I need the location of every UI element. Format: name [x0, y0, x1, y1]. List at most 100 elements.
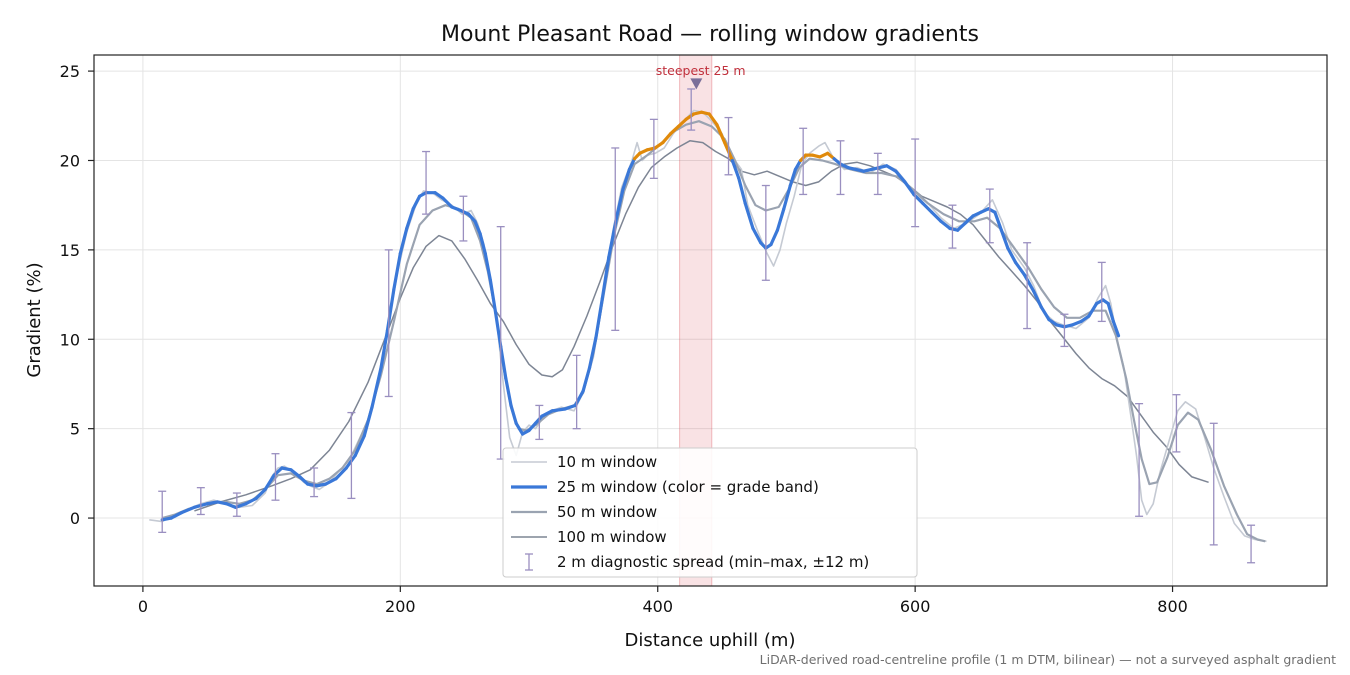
series-25m-segment: [254, 487, 267, 500]
series-25m-segment: [730, 158, 741, 180]
axis-ticks: 0 200 400 600 800 0 5 10 15 20 25: [60, 62, 1188, 616]
errorbar: [687, 88, 696, 131]
x-tick-label: 800: [1157, 597, 1188, 616]
errorbar: [1023, 242, 1032, 330]
legend-label: 100 m window: [557, 528, 667, 546]
y-tick-label: 0: [70, 509, 80, 528]
series-25m-segment: [1022, 273, 1036, 293]
errorbar: [1135, 402, 1144, 517]
series-25m-segment: [627, 157, 637, 172]
series-25m-segment: [205, 500, 220, 506]
legend-item: 50 m window: [511, 503, 657, 521]
series-25m-segment: [1111, 319, 1121, 338]
legend-box: [502, 447, 918, 578]
legend-label: 50 m window: [557, 503, 657, 521]
errorbar: [836, 140, 845, 196]
series-25m-segment: [999, 228, 1010, 250]
errorbar: [572, 354, 581, 430]
series-25m-segment: [903, 180, 916, 197]
series-25m-segment: [405, 207, 415, 231]
series-25m-segment: [885, 164, 898, 173]
series-25m-segment: [370, 366, 383, 409]
errorbar: [761, 184, 770, 281]
series-25m-segment: [782, 183, 792, 211]
y-axis-label: Gradient (%): [24, 262, 45, 377]
legend-item: 2 m diagnostic spread (min–max, ±12 m): [525, 553, 869, 571]
series-25m-segment: [594, 296, 604, 340]
y-tick-label: 10: [60, 330, 80, 349]
y-tick-label: 25: [60, 62, 80, 81]
series-25m-segment: [441, 196, 454, 209]
series-25m-segment: [993, 210, 1003, 232]
errorbar: [347, 411, 356, 500]
series-25m-segment: [939, 219, 952, 231]
errorbar: [611, 147, 620, 331]
series-25m-segment: [1013, 260, 1027, 277]
x-tick-label: 200: [385, 597, 416, 616]
series-25m-segment: [1006, 246, 1018, 264]
errorbar: [911, 138, 920, 228]
legend-item: 100 m window: [511, 528, 667, 546]
series-25m-segment: [540, 409, 554, 418]
series-25m-segment: [581, 366, 592, 393]
series-layer: [149, 109, 1267, 543]
series-25m-segment: [179, 505, 196, 515]
series-25m-segment: [751, 226, 763, 245]
series-25m-segment: [450, 205, 463, 213]
series-25m-segment: [600, 255, 611, 300]
series-25m-segment: [473, 219, 482, 236]
errorbar-layer: [158, 88, 1256, 564]
y-tick-label: 5: [70, 420, 80, 439]
series-25m-segment: [621, 167, 632, 191]
errorbar: [873, 152, 882, 196]
errorbar: [1060, 313, 1069, 348]
x-tick-label: 400: [642, 597, 673, 616]
legend-label: 10 m window: [557, 453, 657, 471]
errorbar: [459, 195, 468, 242]
series-25m-segment: [775, 207, 786, 232]
series-25m-segment: [1070, 319, 1083, 327]
steepest-marker: [690, 78, 703, 90]
series-25m-segment: [398, 226, 409, 256]
series-25m-segment: [676, 117, 688, 129]
series-25m-segment: [411, 194, 422, 211]
legend-label: 2 m diagnostic spread (min–max, ±12 m): [557, 553, 869, 571]
series-25m-segment: [334, 466, 348, 481]
series-25m-segment: [956, 221, 967, 232]
errorbar: [1172, 394, 1181, 453]
errorbar: [649, 118, 658, 180]
errorbar: [496, 225, 505, 460]
series-25m-segment: [793, 158, 803, 172]
series-25m-segment: [743, 201, 755, 231]
x-tick-label: 0: [138, 597, 148, 616]
series-25m-segment: [169, 511, 184, 520]
series-25m-segment: [263, 473, 276, 492]
series-25m-segment: [550, 407, 567, 413]
series-25m-segment: [921, 201, 934, 214]
series-25m-segment: [466, 212, 477, 223]
series-25m-segment: [324, 477, 338, 486]
series-25m-segment: [224, 502, 238, 509]
legend-item: 10 m window: [511, 453, 657, 471]
series-25m-segment: [930, 210, 943, 223]
series-25m-segment: [1039, 305, 1051, 322]
series-25m-segment: [669, 124, 680, 136]
steepest-label: steepest 25 m: [656, 63, 746, 78]
series-25m-segment: [514, 421, 525, 436]
series-25m-segment: [1106, 301, 1115, 323]
errorbar: [1097, 261, 1106, 323]
series-25m-segment: [1031, 289, 1043, 309]
series-25m-segment: [392, 251, 402, 291]
series-25m-segment: [289, 468, 302, 479]
series-25m-segment: [614, 187, 625, 220]
errorbar: [1209, 422, 1218, 546]
errorbar: [196, 487, 205, 516]
errorbar: [158, 490, 167, 534]
errorbar: [422, 150, 431, 215]
series-25m-segment: [587, 335, 598, 370]
series-25m-segment: [769, 228, 780, 247]
series-25m-segment: [527, 421, 538, 433]
series-25m-segment: [353, 434, 366, 458]
chart-title: Mount Pleasant Road — rolling window gra…: [441, 22, 979, 47]
series-25m-segment: [244, 496, 258, 506]
